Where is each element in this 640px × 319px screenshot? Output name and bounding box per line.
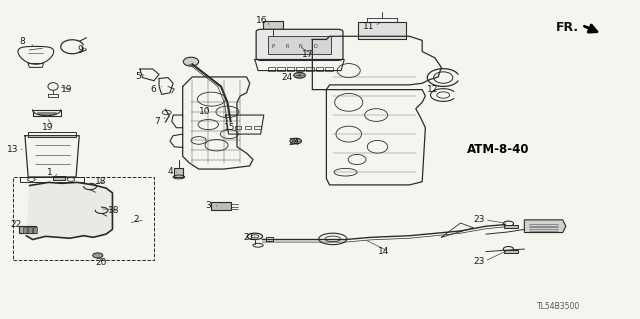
Text: 24: 24	[282, 73, 293, 82]
Bar	[53, 176, 65, 180]
Ellipse shape	[93, 253, 103, 258]
Text: 19: 19	[42, 123, 54, 132]
Bar	[266, 237, 273, 241]
Bar	[13, 177, 154, 260]
Text: 10: 10	[198, 108, 210, 116]
Text: TL54B3500: TL54B3500	[537, 302, 580, 311]
Text: N: N	[299, 44, 303, 48]
Text: P: P	[271, 44, 274, 48]
Text: 2: 2	[134, 215, 139, 224]
Text: 11: 11	[364, 22, 375, 31]
Text: FR.: FR.	[556, 21, 579, 34]
Text: D: D	[313, 44, 317, 48]
Bar	[174, 168, 183, 177]
Text: 7: 7	[154, 117, 160, 126]
Text: 12: 12	[428, 85, 438, 94]
Text: 21: 21	[243, 233, 255, 242]
Polygon shape	[26, 182, 113, 240]
Text: 18: 18	[108, 206, 120, 215]
Text: 5: 5	[135, 72, 141, 81]
Text: 23: 23	[473, 215, 484, 224]
Bar	[235, 125, 241, 129]
Bar	[268, 36, 332, 54]
Bar	[358, 22, 406, 40]
Ellipse shape	[183, 57, 198, 66]
Bar	[33, 227, 37, 233]
Text: 22: 22	[10, 220, 22, 229]
Bar	[316, 67, 323, 70]
Bar	[28, 131, 76, 137]
Bar	[19, 226, 36, 233]
Bar	[504, 225, 518, 228]
Text: 24: 24	[288, 137, 300, 146]
Polygon shape	[524, 220, 566, 233]
Bar	[325, 67, 333, 70]
Text: 18: 18	[95, 177, 107, 186]
Text: 3: 3	[205, 201, 211, 210]
Text: 20: 20	[95, 258, 107, 267]
Text: 1: 1	[47, 168, 53, 177]
Ellipse shape	[290, 138, 301, 144]
Text: 15: 15	[224, 123, 236, 132]
Text: 14: 14	[378, 247, 389, 256]
Text: 19: 19	[61, 85, 73, 94]
Bar	[211, 202, 230, 210]
Bar	[28, 227, 32, 233]
Bar	[268, 67, 275, 70]
Ellipse shape	[294, 72, 305, 78]
Text: 16: 16	[256, 16, 268, 25]
Text: 13: 13	[7, 145, 19, 154]
Text: R: R	[285, 44, 289, 48]
Text: 9: 9	[77, 45, 83, 55]
Bar	[262, 21, 283, 30]
Text: 6: 6	[151, 85, 157, 94]
Bar	[287, 67, 294, 70]
Bar	[244, 125, 251, 129]
Bar	[23, 227, 27, 233]
Bar	[306, 67, 314, 70]
Bar	[33, 110, 61, 116]
Bar	[254, 125, 260, 129]
Text: 17: 17	[302, 50, 314, 59]
Text: 23: 23	[473, 257, 484, 266]
Bar	[277, 67, 285, 70]
Text: ATM-8-40: ATM-8-40	[467, 144, 529, 157]
Bar	[504, 250, 518, 253]
Text: 8: 8	[20, 38, 26, 47]
FancyBboxPatch shape	[256, 29, 343, 60]
Text: 4: 4	[168, 167, 173, 176]
Bar	[296, 67, 304, 70]
